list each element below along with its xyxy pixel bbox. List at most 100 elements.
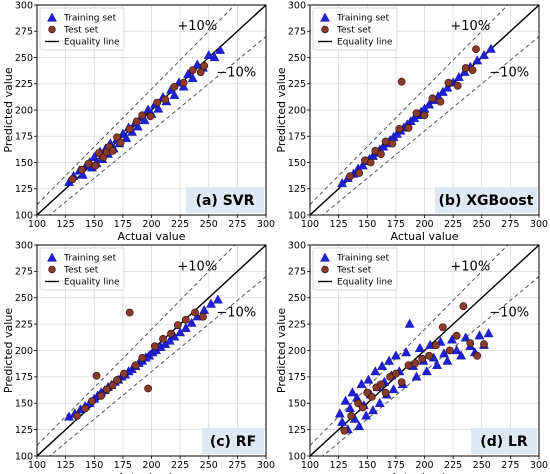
band-plus-label: +10%: [177, 19, 217, 34]
minus-10-line: [49, 36, 266, 215]
y-tick-label: 225: [15, 319, 33, 330]
x-tick-label: 275: [228, 460, 246, 471]
training-point: [186, 317, 197, 327]
y-tick-label: 275: [288, 27, 306, 38]
training-point: [209, 52, 220, 62]
y-tick-label: 300: [15, 0, 33, 11]
y-tick-label: 100: [288, 451, 306, 462]
training-point: [456, 350, 467, 360]
test-point: [97, 391, 105, 400]
training-point: [401, 347, 412, 357]
test-point: [73, 411, 81, 420]
training-point: [432, 359, 443, 369]
legend-test-label: Test set: [63, 266, 99, 276]
test-point: [77, 165, 86, 174]
test-point: [432, 341, 440, 350]
test-point: [355, 169, 364, 177]
legend: Training set Test set Equality line: [39, 247, 125, 291]
band-minus-label: −10%: [489, 306, 529, 321]
test-point: [412, 109, 421, 118]
test-point: [453, 81, 462, 90]
y-axis-label: Predicted value: [275, 67, 288, 152]
legend-equality-label: Equality line: [337, 38, 393, 48]
legend-box: [312, 7, 398, 51]
x-tick-label: 250: [200, 460, 218, 471]
plot-content: [37, 5, 266, 215]
band-minus-label: −10%: [216, 65, 256, 80]
panel-1: 100 125 150 175 200 225 250 275 300 100 125 150 175 2…: [2, 0, 275, 243]
training-point: [77, 169, 88, 179]
y-tick-label: 250: [288, 293, 306, 304]
x-tick-label: 300: [530, 219, 548, 230]
training-point: [215, 44, 226, 54]
y-tick-label: 300: [288, 0, 306, 11]
test-point: [116, 138, 125, 147]
training-point: [460, 332, 471, 342]
legend-box: [39, 247, 125, 291]
legend-test-marker: [48, 265, 56, 274]
test-point: [397, 378, 406, 386]
y-tick-label: 100: [288, 210, 306, 221]
test-point: [346, 172, 354, 181]
training-point: [390, 350, 401, 360]
y-tick-label: 300: [288, 240, 306, 251]
band-minus-label: −10%: [216, 306, 256, 321]
test-point: [480, 340, 488, 349]
x-tick-label: 225: [171, 460, 189, 471]
x-tick-label: 225: [444, 219, 462, 230]
training-point: [451, 345, 462, 355]
plus-10-line: [37, 5, 236, 205]
legend-training-label: Training set: [63, 254, 117, 264]
equality-line: [310, 245, 539, 456]
test-point: [159, 334, 167, 343]
panel-label-box: [202, 428, 264, 454]
x-tick-label: 250: [473, 219, 491, 230]
training-point: [153, 103, 164, 113]
test-point: [452, 331, 461, 340]
test-point: [113, 376, 121, 384]
test-point: [381, 388, 390, 397]
y-tick-label: 150: [15, 399, 33, 410]
test-point: [428, 94, 437, 103]
y-tick-label: 175: [288, 132, 306, 143]
y-tick-label: 275: [15, 27, 33, 38]
test-point: [179, 78, 188, 87]
x-tick-label: 125: [57, 460, 75, 471]
panel-label-box: [186, 187, 264, 213]
y-tick-label: 100: [15, 210, 33, 221]
legend-test-marker: [321, 265, 329, 274]
training-point: [421, 366, 432, 376]
x-axis-label: Actual value: [117, 230, 185, 243]
test-point: [125, 308, 134, 317]
y-axis-label: Predicted value: [2, 308, 15, 393]
band-plus-label: +10%: [450, 19, 490, 34]
x-axis-label: Actual value: [390, 230, 458, 243]
test-point: [132, 117, 141, 126]
legend-training-marker: [320, 252, 330, 262]
test-point: [138, 353, 147, 362]
x-tick-label: 300: [257, 219, 275, 230]
training-point: [485, 43, 496, 53]
y-tick-label: 250: [288, 53, 306, 64]
legend-equality-label: Equality line: [337, 278, 393, 288]
plot-content: [37, 245, 266, 456]
training-point: [337, 416, 348, 426]
x-tick-label: 125: [57, 219, 75, 230]
test-point: [125, 124, 134, 133]
training-point: [183, 68, 194, 78]
test-point: [468, 66, 477, 74]
training-point: [121, 132, 132, 142]
training-point: [374, 397, 385, 407]
test-point: [388, 139, 397, 148]
legend-test-label: Test set: [336, 26, 372, 36]
x-axis-label: Actual value: [117, 471, 185, 474]
training-point: [187, 73, 198, 83]
test-point: [397, 77, 406, 86]
x-tick-label: 200: [415, 460, 433, 471]
panel-label: (d) LR: [480, 434, 528, 450]
training-point: [132, 121, 143, 131]
training-point: [139, 115, 150, 125]
training-point: [337, 178, 348, 188]
y-tick-label: 100: [15, 451, 33, 462]
training-point: [180, 322, 191, 332]
